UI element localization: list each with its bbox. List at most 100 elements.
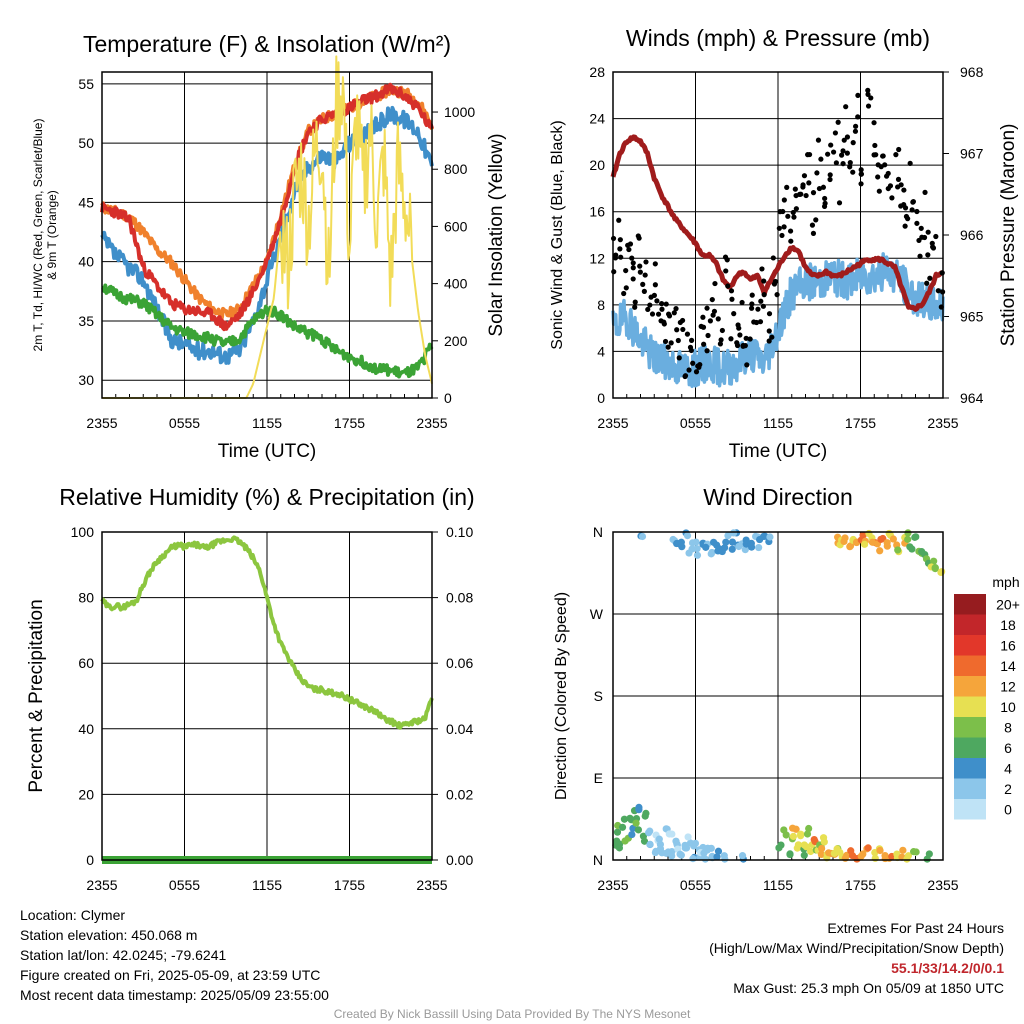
gust-point [791, 214, 797, 220]
gust-point [776, 225, 782, 231]
chart-title: Wind Direction [703, 484, 853, 510]
gust-point [659, 306, 665, 312]
gust-point [852, 128, 859, 134]
direction-point [818, 844, 826, 853]
gust-point [822, 195, 828, 202]
y-tick-label: N [593, 852, 603, 868]
series-relative-humidity [100, 535, 434, 730]
gust-point [901, 187, 907, 193]
gust-point [889, 195, 895, 201]
y2-tick-label: 966 [960, 227, 984, 243]
gust-point [827, 172, 833, 178]
colorbar-cell [954, 737, 986, 758]
colorbar-label: 18 [1000, 617, 1016, 633]
x-tick-label: 2355 [86, 415, 117, 431]
direction-point [615, 844, 624, 852]
gust-point [771, 281, 778, 287]
colorbar-label: 4 [1004, 760, 1012, 776]
direction-point [656, 845, 665, 853]
y2-tick-label: 800 [444, 161, 468, 177]
gust-point [675, 337, 681, 344]
direction-point [912, 848, 920, 856]
y2-tick-label: 968 [960, 64, 984, 80]
direction-point [683, 532, 692, 540]
gust-point [640, 281, 646, 287]
direction-point [889, 535, 897, 543]
gust-point [734, 340, 740, 346]
x-tick-label: 0555 [169, 415, 200, 431]
direction-point [904, 529, 912, 537]
gust-point [641, 288, 647, 294]
extremes-subtitle: (High/Low/Max Wind/Precipitation/Snow De… [709, 940, 1004, 956]
gust-point [833, 160, 839, 166]
gust-point [873, 152, 879, 158]
colorbar-cell [954, 614, 986, 635]
gust-point [917, 253, 923, 259]
direction-point [738, 852, 747, 860]
gust-point [792, 186, 798, 192]
humidity-chart: 2355 0555 1155 1755 2355 Relative Humidity (%… [26, 484, 475, 893]
plot-frame [101, 71, 433, 399]
direction-point [904, 535, 912, 543]
gust-point [813, 217, 819, 223]
gust-point [784, 184, 790, 190]
gust-point [914, 220, 920, 226]
gust-point [781, 224, 787, 230]
direction-point [678, 543, 686, 551]
direction-point [693, 545, 701, 553]
y2-tick-label: 400 [444, 276, 468, 292]
gust-point [840, 148, 846, 154]
y-tick-label: 16 [589, 204, 605, 220]
y2-tick-label: 0 [444, 390, 452, 406]
direction-point [803, 830, 812, 838]
winds-chart: 2355 0555 1155 1755 2355 Winds (mph) & Pressu… [549, 25, 1019, 462]
extremes-title: Extremes For Past 24 Hours [827, 920, 1004, 936]
y2-tick-label: 964 [960, 390, 984, 406]
y-tick-label: N [593, 524, 603, 540]
gust-point [637, 269, 643, 275]
gust-point [668, 340, 674, 346]
direction-point [800, 841, 808, 849]
colorbar-label: 20+ [996, 596, 1020, 612]
series-2m-td [101, 283, 434, 379]
gust-point [885, 170, 891, 177]
x-tick-label: 1155 [252, 415, 282, 431]
direction-point [676, 850, 684, 858]
gust-point [844, 150, 850, 156]
direction-point [685, 549, 693, 557]
gust-point [769, 334, 775, 340]
gust-point [893, 152, 899, 158]
chart-title: Temperature (F) & Insolation (W/m²) [83, 31, 451, 57]
x-tick-label: 2355 [927, 877, 958, 893]
gust-point [705, 332, 711, 339]
direction-point [894, 546, 902, 554]
gust-point [809, 222, 816, 228]
y2-axis-label: Station Pressure (Maroon) [998, 124, 1019, 347]
station-info: Location: Clymer Station elevation: 450.… [20, 905, 329, 1005]
max-gust-text: Max Gust: 25.3 mph On 05/09 at 1850 UTC [733, 980, 1004, 996]
gust-point [810, 230, 817, 236]
gust-point [630, 265, 636, 271]
series-2m-t [100, 82, 434, 332]
direction-point [805, 824, 813, 833]
direction-point [714, 847, 723, 855]
direction-point [793, 844, 801, 852]
y-axis-label: Percent & Precipitation [26, 599, 47, 792]
gust-point [719, 327, 725, 334]
gust-point [662, 338, 669, 345]
direction-point [938, 568, 946, 576]
colorbar-cell [954, 594, 986, 615]
gust-point [793, 206, 799, 212]
direction-point [724, 531, 732, 540]
gust-point [616, 217, 622, 223]
direction-point [904, 852, 912, 860]
y-tick-label: 8 [597, 297, 605, 313]
gust-point [688, 347, 694, 354]
y-tick-label: 12 [589, 250, 605, 266]
direction-point [728, 538, 737, 546]
gust-point [757, 319, 764, 325]
gust-point [822, 200, 828, 206]
direction-point [876, 846, 884, 855]
gust-point [704, 348, 710, 354]
colorbar-title: mph [992, 574, 1019, 590]
